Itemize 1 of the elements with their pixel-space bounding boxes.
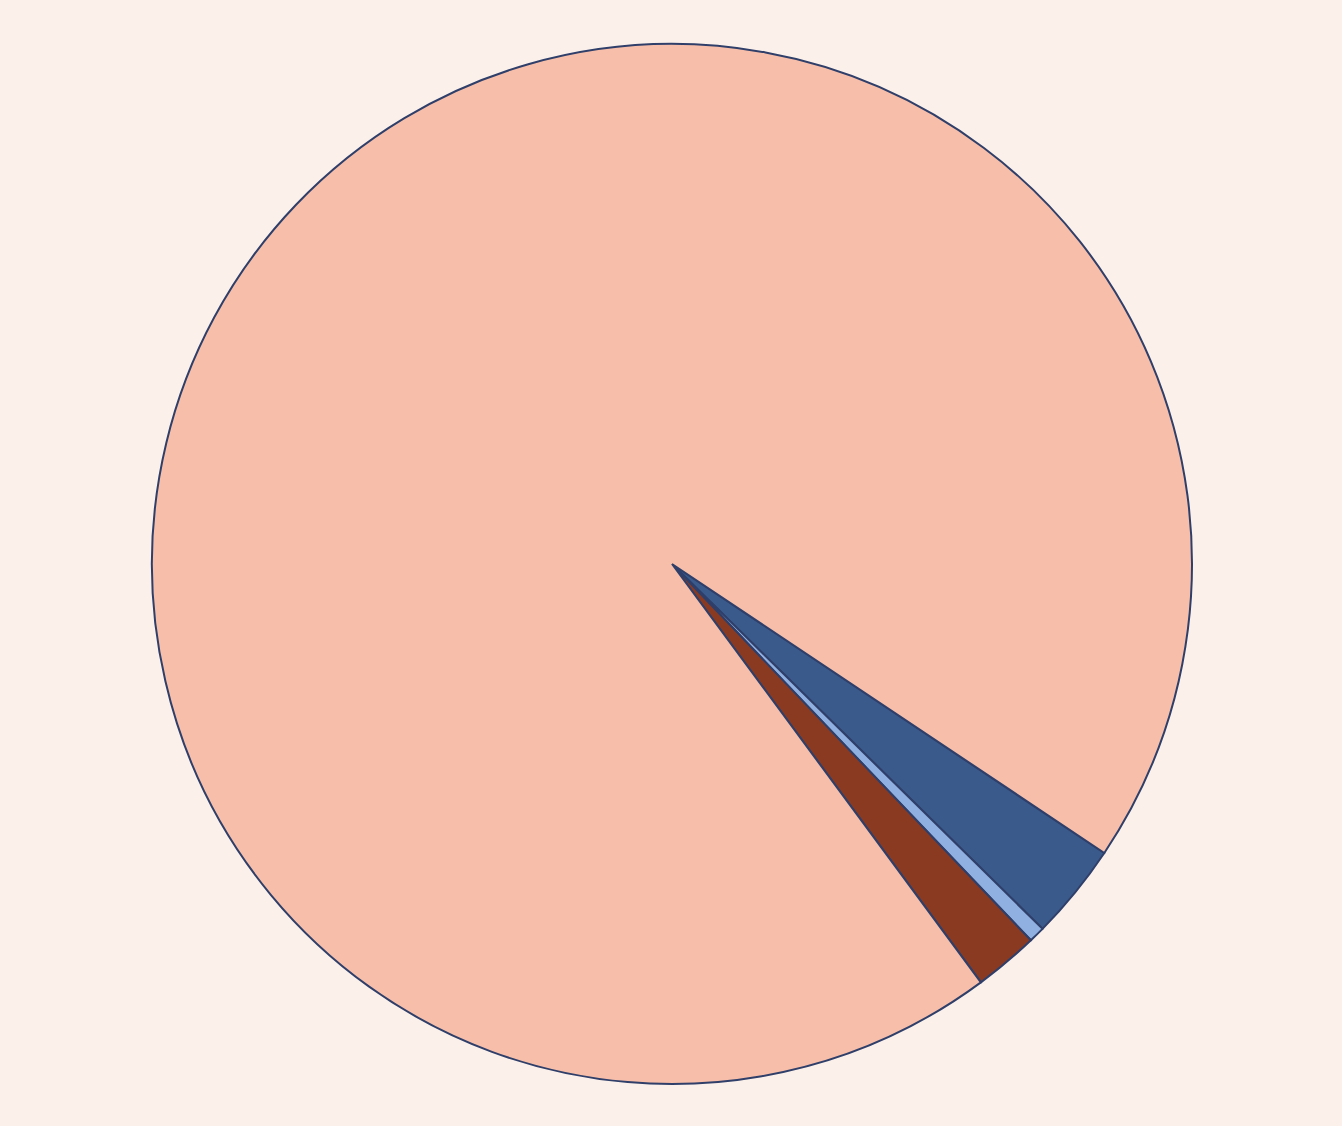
pie-slice [151, 43, 1193, 1085]
